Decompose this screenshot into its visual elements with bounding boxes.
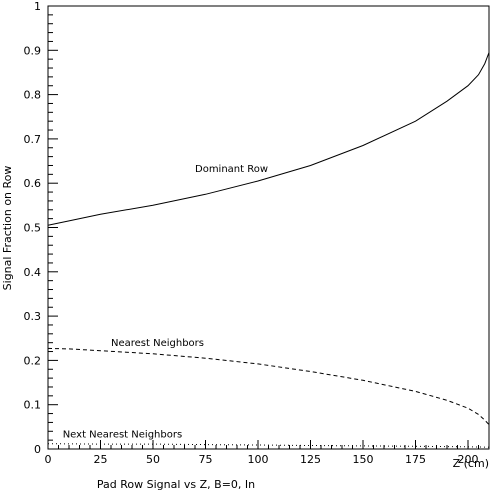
x-tick-label: 200	[458, 453, 479, 466]
annotations: Dominant Row Nearest Neighbors Next Neares…	[63, 164, 268, 440]
curve-label: Dominant Row	[195, 164, 268, 175]
x-tick-label: 75	[199, 453, 213, 466]
y-axis-title: Signal Fraction on Row	[1, 166, 14, 291]
y-tick-label: 0.3	[24, 310, 42, 323]
y-tick-label: 0.1	[24, 399, 42, 412]
y-tick-label: 0	[34, 443, 41, 456]
curve-label: Nearest Neighbors	[111, 338, 204, 349]
y-tick-label: 1	[34, 0, 41, 13]
x-tick-label: 175	[405, 453, 426, 466]
series-layer	[47, 52, 490, 448]
x-axis-title: Pad Row Signal vs Z, B=0, In	[97, 478, 255, 491]
y-tick-label: 0.5	[24, 222, 42, 235]
series-line-dotted	[47, 443, 490, 448]
y-tick-label: 0.2	[24, 354, 42, 367]
y-tick-label: 0.8	[24, 89, 42, 102]
tick-labels: 0 25 50 75 100 125 150 175 200 0 0.1 0.2 0.3 0.4 0.5 0.…	[24, 0, 479, 466]
axis-ticks	[47, 5, 490, 450]
x-tick-label: 100	[248, 453, 269, 466]
x-tick-label: 50	[146, 453, 160, 466]
x-tick-label: 150	[353, 453, 374, 466]
y-tick-label: 0.7	[24, 133, 42, 146]
y-tick-label: 0.9	[24, 44, 42, 57]
x-axis-unit-label: Z (cm)	[453, 457, 489, 470]
series-line-dashed	[47, 347, 490, 425]
x-tick-label: 25	[94, 453, 108, 466]
x-tick-label: 125	[300, 453, 321, 466]
plot-frame	[47, 5, 490, 450]
series-line-solid	[47, 52, 490, 226]
x-tick-label: 0	[45, 453, 52, 466]
y-tick-label: 0.4	[24, 266, 42, 279]
y-tick-label: 0.6	[24, 177, 42, 190]
curve-label: Next Nearest Neighbors	[63, 429, 182, 440]
